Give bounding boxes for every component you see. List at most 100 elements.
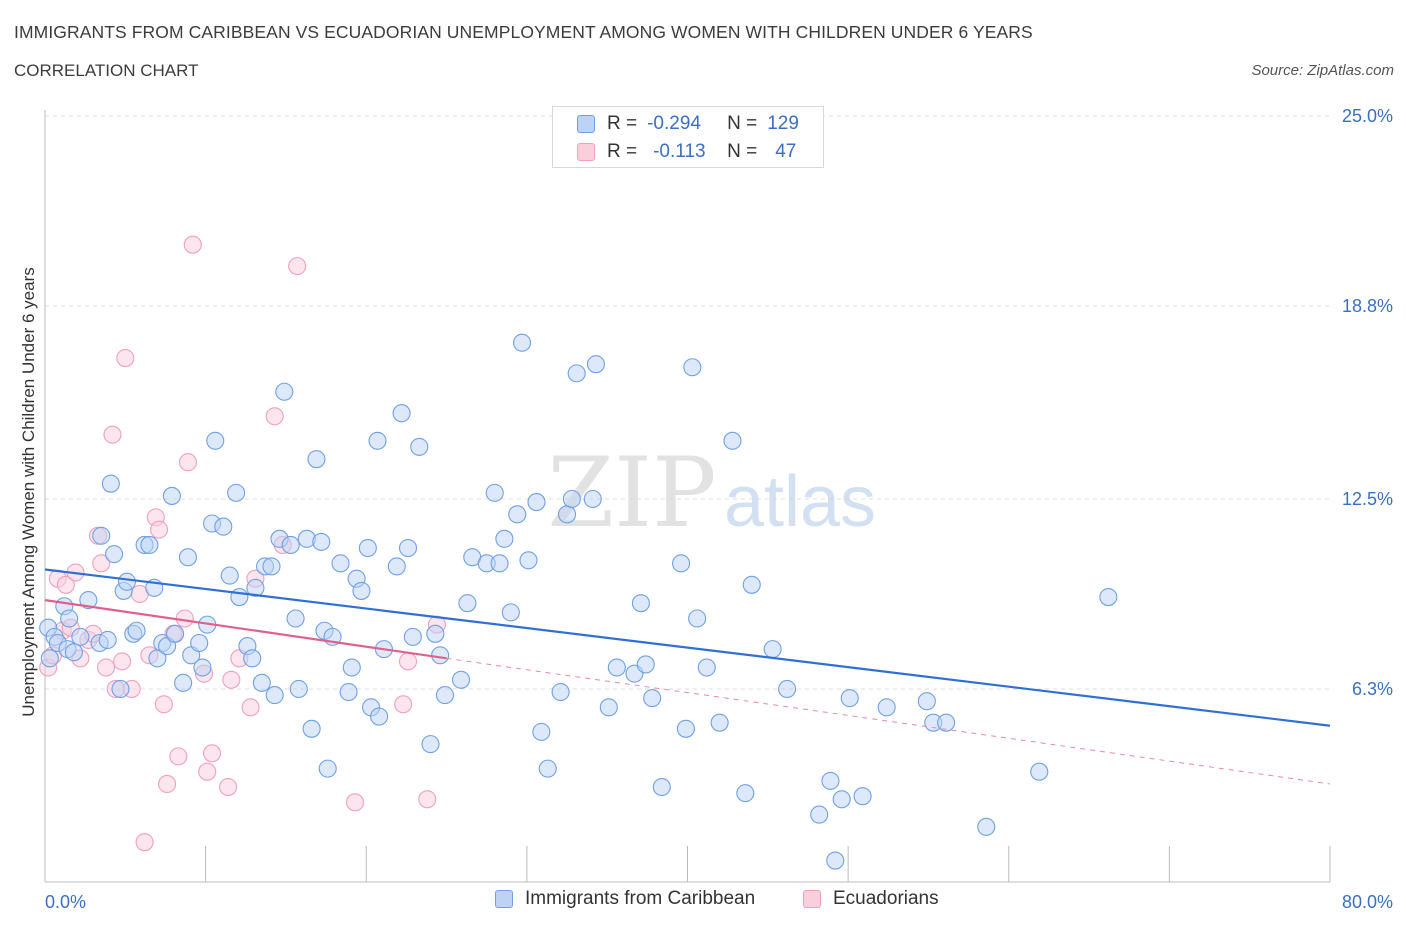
ecuadorians-point — [345, 793, 365, 812]
ecuadorians-point — [116, 349, 135, 368]
axes — [44, 110, 1331, 883]
ecuadorians-point — [178, 453, 198, 472]
caribbean-point — [683, 358, 702, 377]
caribbean-point — [451, 670, 471, 689]
caribbean-point — [840, 689, 859, 708]
caribbean-point — [557, 505, 577, 524]
caribbean-point — [877, 698, 896, 717]
caribbean-point — [1099, 587, 1118, 607]
caribbean-point — [398, 538, 418, 558]
r-value: -0.294 — [647, 113, 701, 134]
caribbean-point — [243, 649, 262, 668]
ecuadorians-point — [154, 695, 173, 714]
caribbean-point — [832, 790, 851, 809]
caribbean-point — [339, 682, 358, 702]
caribbean-point — [342, 658, 361, 677]
legend-swatch-ecuadorians — [803, 890, 821, 908]
ecuadorians-point — [203, 744, 222, 763]
caribbean-point — [98, 630, 117, 649]
n-label: N = — [727, 113, 758, 134]
ecuadorians-point — [135, 833, 154, 852]
caribbean-point — [937, 713, 956, 732]
caribbean-point — [458, 594, 477, 613]
caribbean-point — [495, 529, 514, 548]
caribbean-point — [312, 532, 331, 551]
caribbean-point — [71, 627, 90, 646]
ecuadorians-point — [113, 652, 132, 671]
x-tick-label-max: 80.0% — [1342, 892, 1393, 912]
source-label: Source: ZipAtlas.com — [1251, 62, 1394, 79]
caribbean-point — [977, 817, 996, 836]
caribbean-point — [190, 633, 209, 653]
ecuadorians-point — [222, 670, 241, 689]
caribbean-point — [697, 658, 716, 677]
caribbean-point — [265, 686, 284, 705]
caribbean-point — [431, 646, 450, 665]
caribbean-point — [631, 594, 650, 613]
caribbean-point — [853, 787, 872, 806]
ecuadorians-point — [418, 790, 437, 809]
caribbean-point — [435, 686, 455, 705]
caribbean-point — [519, 551, 538, 570]
caribbean-point — [275, 382, 294, 401]
caribbean-point — [551, 682, 570, 702]
legend-item-caribbean[interactable]: Immigrants from Caribbean — [495, 888, 755, 910]
ecuadorians-point — [149, 520, 169, 539]
stats-row-caribbean: R = -0.294 N = 129 — [577, 113, 799, 135]
caribbean-point — [821, 771, 840, 790]
caribbean-point — [392, 404, 411, 423]
ecuadorians-point — [183, 235, 202, 254]
r-label: R = — [607, 113, 638, 134]
caribbean-point — [368, 431, 387, 450]
caribbean-point — [736, 784, 755, 803]
ecuadorians-swatch — [577, 143, 595, 161]
ecuadorians-point — [198, 762, 217, 781]
ecuadorians-point — [92, 554, 111, 573]
caribbean-point — [193, 658, 212, 677]
caribbean-point — [742, 575, 761, 594]
ecuadorians-point — [56, 575, 75, 594]
ecuadorians-point — [265, 407, 284, 426]
caribbean-point — [410, 437, 429, 456]
watermark-atlas: atlas — [724, 462, 876, 542]
caribbean-point — [763, 640, 782, 659]
caribbean-point — [140, 535, 159, 555]
watermark: ZIP atlas — [547, 437, 876, 549]
n-value: 129 — [767, 113, 799, 134]
caribbean-point — [508, 505, 527, 524]
caribbean-point — [567, 364, 586, 383]
caribbean-point — [252, 673, 271, 692]
y-tick-label: 6.3% — [1352, 679, 1393, 699]
caribbean-point — [778, 679, 797, 699]
trend-lines — [44, 568, 1331, 785]
legend-item-ecuadorians[interactable]: Ecuadorians — [803, 888, 939, 910]
caribbean-point — [676, 719, 695, 738]
ecuadorians-point — [219, 777, 238, 797]
ecuadorians-point — [103, 425, 122, 444]
caribbean-point — [583, 489, 602, 509]
caribbean-point — [421, 735, 440, 754]
bottom-legend: Immigrants from Caribbean Ecuadorians — [0, 888, 1406, 918]
caribbean-point — [307, 450, 326, 469]
caribbean-point — [302, 719, 321, 738]
caribbean-point — [562, 489, 581, 509]
ecuadorians-point — [158, 774, 177, 794]
caribbean-point — [40, 649, 59, 668]
caribbean-point — [111, 679, 130, 699]
caribbean-point — [60, 609, 79, 628]
caribbean-point — [162, 486, 181, 505]
caribbean-point — [352, 581, 371, 600]
ecuadorians-point — [169, 747, 188, 766]
ecuadorians-trend-line — [44, 599, 447, 660]
caribbean-point — [64, 643, 83, 662]
caribbean-point — [286, 609, 305, 628]
caribbean-point — [538, 759, 557, 778]
y-tick-label: 25.0% — [1342, 106, 1393, 126]
caribbean-point — [246, 578, 265, 597]
caribbean-point — [513, 333, 532, 352]
caribbean-point — [117, 572, 136, 591]
caribbean-point — [501, 603, 520, 622]
caribbean-point — [387, 557, 406, 576]
caribbean-point — [214, 517, 233, 536]
